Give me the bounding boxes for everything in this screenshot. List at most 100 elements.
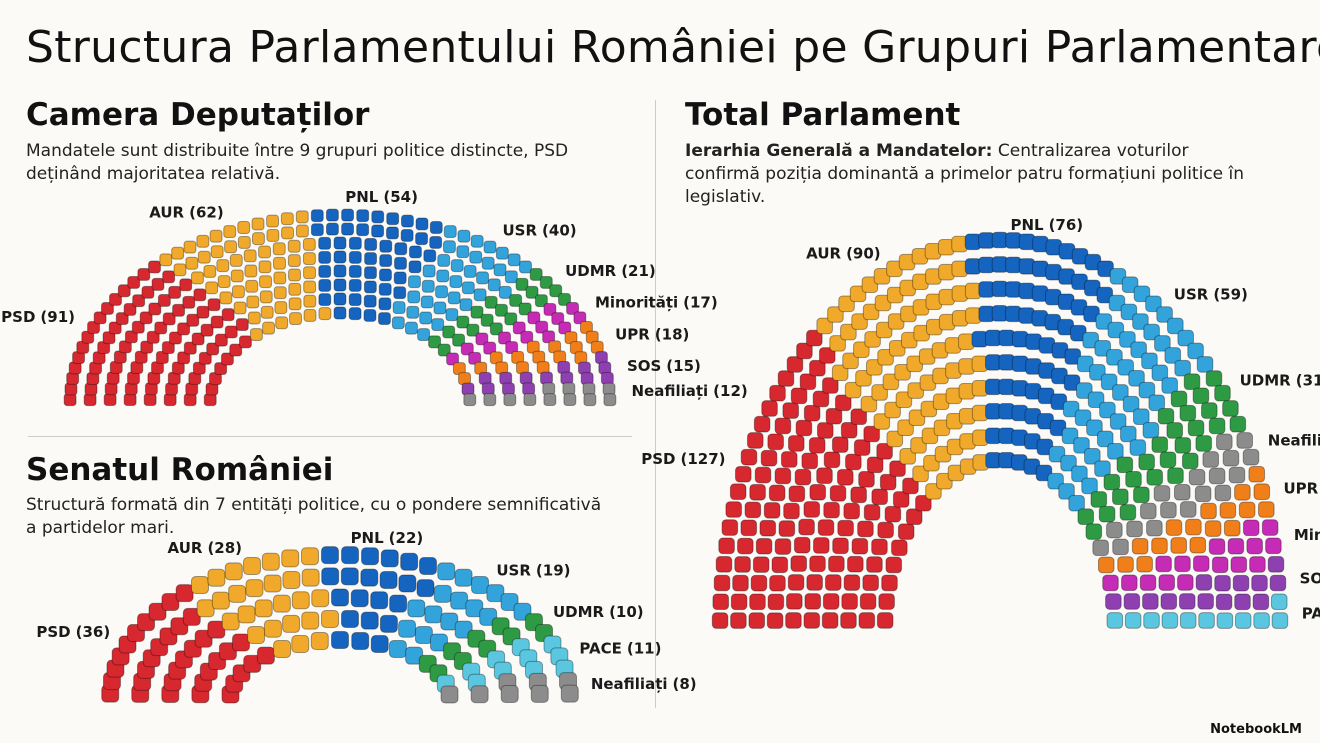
seat <box>218 642 237 661</box>
seat <box>843 502 860 520</box>
seat <box>1195 435 1213 452</box>
seat <box>102 331 116 345</box>
seat <box>454 568 473 587</box>
seat <box>809 359 826 377</box>
seat <box>183 393 197 407</box>
party-label: AUR (90) <box>806 244 880 262</box>
seat <box>228 584 247 603</box>
seat <box>289 312 302 325</box>
seat <box>481 256 495 270</box>
seat <box>1248 465 1265 483</box>
seat <box>793 536 811 554</box>
seat <box>1214 574 1231 592</box>
seat <box>1161 377 1178 394</box>
seat <box>1105 593 1122 610</box>
seat <box>103 393 117 407</box>
seat <box>249 328 263 341</box>
seat <box>392 301 406 315</box>
seat <box>1196 356 1214 373</box>
seat <box>735 465 752 483</box>
seat <box>483 240 497 254</box>
seat <box>272 242 286 256</box>
seat <box>221 308 235 322</box>
seat <box>1107 443 1124 460</box>
seat <box>364 252 378 266</box>
seat <box>1139 574 1157 591</box>
seat-count: (22) <box>389 528 424 546</box>
seat <box>207 568 226 587</box>
seat <box>912 465 929 483</box>
seat <box>832 537 849 555</box>
seat <box>825 407 843 425</box>
seat <box>194 629 213 648</box>
seat <box>404 321 418 335</box>
seat <box>168 285 182 299</box>
seat <box>243 249 257 263</box>
party-seats <box>159 210 332 341</box>
seat <box>1205 370 1223 387</box>
party-seats <box>320 546 438 654</box>
seat <box>817 519 835 536</box>
seat <box>235 318 249 332</box>
party-label: AUR (28) <box>168 538 242 556</box>
seat <box>463 264 477 278</box>
party-name: PNL <box>351 528 385 546</box>
seat <box>1177 329 1194 347</box>
seat <box>161 593 180 612</box>
chart-title: Senatul României <box>26 452 334 488</box>
seat <box>456 245 470 259</box>
seat <box>1132 313 1149 330</box>
seat <box>183 341 197 355</box>
seat <box>63 393 77 407</box>
seat-count: (54) <box>383 188 418 206</box>
seat <box>1253 483 1271 500</box>
seat <box>1125 471 1142 488</box>
seat <box>529 268 543 281</box>
seat <box>1267 556 1285 573</box>
party-seats <box>1105 556 1287 611</box>
seat <box>910 437 927 454</box>
seat <box>1179 612 1197 629</box>
seat <box>786 593 803 610</box>
seat <box>245 579 264 598</box>
seat <box>1251 574 1268 592</box>
seat <box>857 520 874 538</box>
party-name: PNL <box>1010 215 1044 233</box>
seat <box>87 320 100 334</box>
seat <box>419 557 438 576</box>
seat <box>1258 501 1275 518</box>
seat <box>908 409 926 426</box>
party-name: Neafiliați <box>1268 431 1320 449</box>
seat <box>251 232 265 246</box>
seat <box>321 567 340 586</box>
seat <box>763 502 781 519</box>
seat <box>1077 508 1095 526</box>
seat <box>1076 382 1093 399</box>
seat <box>259 275 272 289</box>
seat <box>1097 556 1115 574</box>
seat <box>139 311 153 325</box>
seat <box>348 307 362 321</box>
seat <box>207 620 226 639</box>
seat <box>423 249 437 263</box>
seat <box>1087 391 1105 408</box>
seat <box>333 306 347 320</box>
seat <box>1123 593 1141 610</box>
party-label: PNL (54) <box>345 188 418 206</box>
seat <box>752 556 770 573</box>
seat <box>389 594 408 613</box>
seat <box>360 611 379 630</box>
seat <box>442 325 456 339</box>
party-label: Minorități(17) <box>1294 526 1320 544</box>
seat-count: (40) <box>542 221 577 239</box>
seat <box>892 491 910 508</box>
seat <box>196 599 215 618</box>
seat <box>540 371 553 385</box>
party-name: Minorități <box>1294 526 1320 544</box>
seat <box>422 264 436 278</box>
seat <box>258 245 272 259</box>
seat <box>1170 390 1188 408</box>
seat <box>416 579 435 598</box>
seat <box>148 302 162 316</box>
seat <box>140 340 154 354</box>
